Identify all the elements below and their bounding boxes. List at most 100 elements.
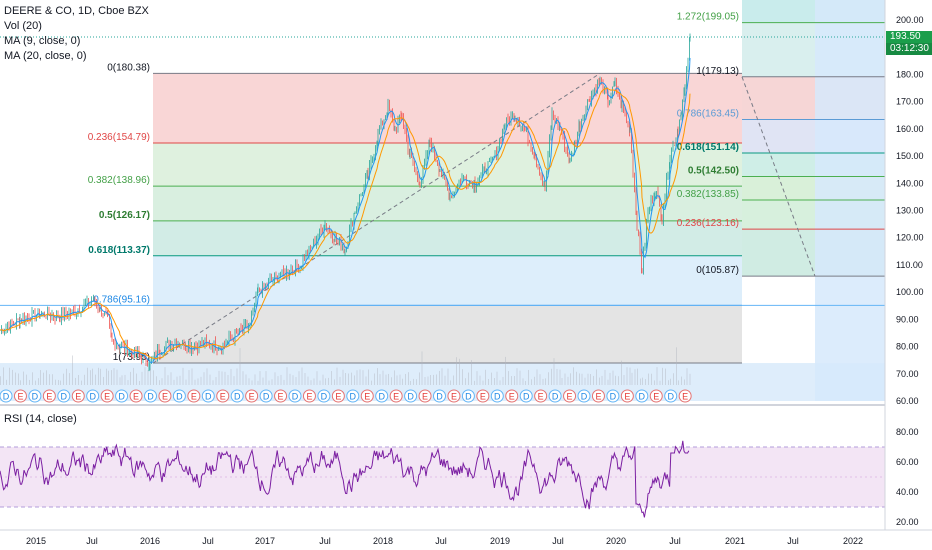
dividend-marker [28, 389, 42, 403]
marker-label: E [567, 392, 573, 402]
earnings-marker [331, 389, 345, 403]
volume-bar [18, 373, 19, 385]
price-tick: 170.00 [896, 97, 924, 107]
volume-bar [356, 370, 358, 385]
marker-label: E [249, 392, 255, 402]
volume-bar [289, 373, 291, 385]
volume-bar [536, 369, 538, 385]
dividend-marker [317, 389, 331, 403]
fib-label-right: 0.382(133.85) [677, 189, 739, 200]
legend-vol[interactable]: Vol (20) [4, 20, 42, 32]
volume-bar [127, 380, 129, 385]
volume-bar [579, 373, 580, 385]
earnings-marker [302, 389, 316, 403]
volume-bar [200, 376, 202, 385]
marker-label: D [118, 392, 125, 402]
legend-ma9[interactable]: MA (9, close, 0) [4, 35, 81, 47]
time-tick: Jul [86, 536, 98, 546]
time-tick: Jul [202, 536, 214, 546]
volume-bar [640, 378, 641, 385]
price-tick: 140.00 [896, 178, 924, 188]
fib-band-left [153, 73, 742, 144]
volume-bar [433, 374, 434, 385]
volume-bar [491, 372, 492, 385]
volume-bar [286, 367, 288, 385]
volume-bar [648, 373, 649, 385]
volume-bar [38, 378, 39, 385]
volume-bar [111, 370, 112, 385]
time-tick: 2018 [373, 536, 393, 546]
volume-bar [63, 373, 64, 385]
volume-bar [559, 369, 561, 385]
volume-bar [388, 373, 389, 385]
earnings-marker [158, 389, 172, 403]
volume-bar [90, 370, 91, 385]
marker-label: D [639, 392, 646, 402]
volume-bar [84, 374, 85, 385]
fib-label-left: 0.786(95.16) [93, 294, 150, 305]
fib-band-left [153, 305, 742, 364]
marker-label: E [46, 392, 52, 402]
volume-bar [280, 374, 282, 385]
volume-bar [58, 379, 59, 385]
volume-bar [402, 378, 403, 385]
marker-label: E [682, 392, 688, 402]
marker-label: E [75, 392, 81, 402]
volume-bar [26, 374, 27, 385]
volume-bar [359, 369, 361, 385]
time-tick: Jul [319, 536, 331, 546]
volume-bar [634, 369, 636, 385]
price-tick: 100.00 [896, 287, 924, 297]
volume-bar [9, 367, 10, 385]
earnings-marker [245, 389, 259, 403]
volume-bar [567, 376, 569, 385]
volume-bar [310, 380, 312, 385]
earnings-marker [389, 389, 403, 403]
rsi-band [0, 447, 885, 507]
marker-label: E [653, 392, 659, 402]
volume-bar [631, 372, 633, 385]
volume-bar [377, 368, 378, 385]
earnings-marker [505, 389, 519, 403]
volume-bar [612, 370, 614, 385]
volume-bar [197, 378, 199, 385]
earnings-marker [591, 389, 605, 403]
volume-bar [534, 376, 535, 385]
dividend-marker [115, 389, 129, 403]
legend-ma20[interactable]: MA (20, close, 0) [4, 50, 87, 62]
volume-bar [516, 368, 518, 385]
earnings-marker [418, 389, 432, 403]
volume-bar [209, 374, 211, 385]
legend-title[interactable]: DEERE & CO, 1D, Cboe BZX [4, 5, 149, 17]
volume-bar [424, 376, 426, 385]
volume-bar [60, 380, 61, 385]
volume-bar [100, 368, 101, 385]
rsi-legend[interactable]: RSI (14, close) [4, 413, 77, 425]
earnings-marker [216, 389, 230, 403]
volume-bar [141, 371, 143, 385]
volume-bar [551, 368, 552, 385]
volume-bar [419, 372, 420, 385]
volume-bar [194, 379, 196, 385]
marker-label: E [335, 392, 341, 402]
volume-bar [581, 373, 583, 385]
earnings-marker [13, 389, 27, 403]
marker-label: D [581, 392, 588, 402]
dividend-marker [664, 389, 678, 403]
fib-label-right: 1(179.13) [696, 66, 739, 77]
marker-label: D [89, 392, 96, 402]
volume-bar [3, 367, 4, 385]
marker-label: D [3, 392, 10, 402]
volume-bar [542, 378, 544, 385]
volume-bar [239, 348, 241, 385]
fib-label-left: 0.618(113.37) [88, 245, 150, 256]
volume-bar [336, 367, 338, 385]
volume-bar [173, 379, 175, 385]
fib-label-left: 0.5(126.17) [99, 210, 150, 221]
marker-label: E [393, 392, 399, 402]
fib-label-left: 0.382(138.96) [88, 175, 150, 186]
volume-bar [322, 374, 324, 385]
marker-label: E [538, 392, 544, 402]
last-price-tag: 193.50 [886, 31, 932, 43]
